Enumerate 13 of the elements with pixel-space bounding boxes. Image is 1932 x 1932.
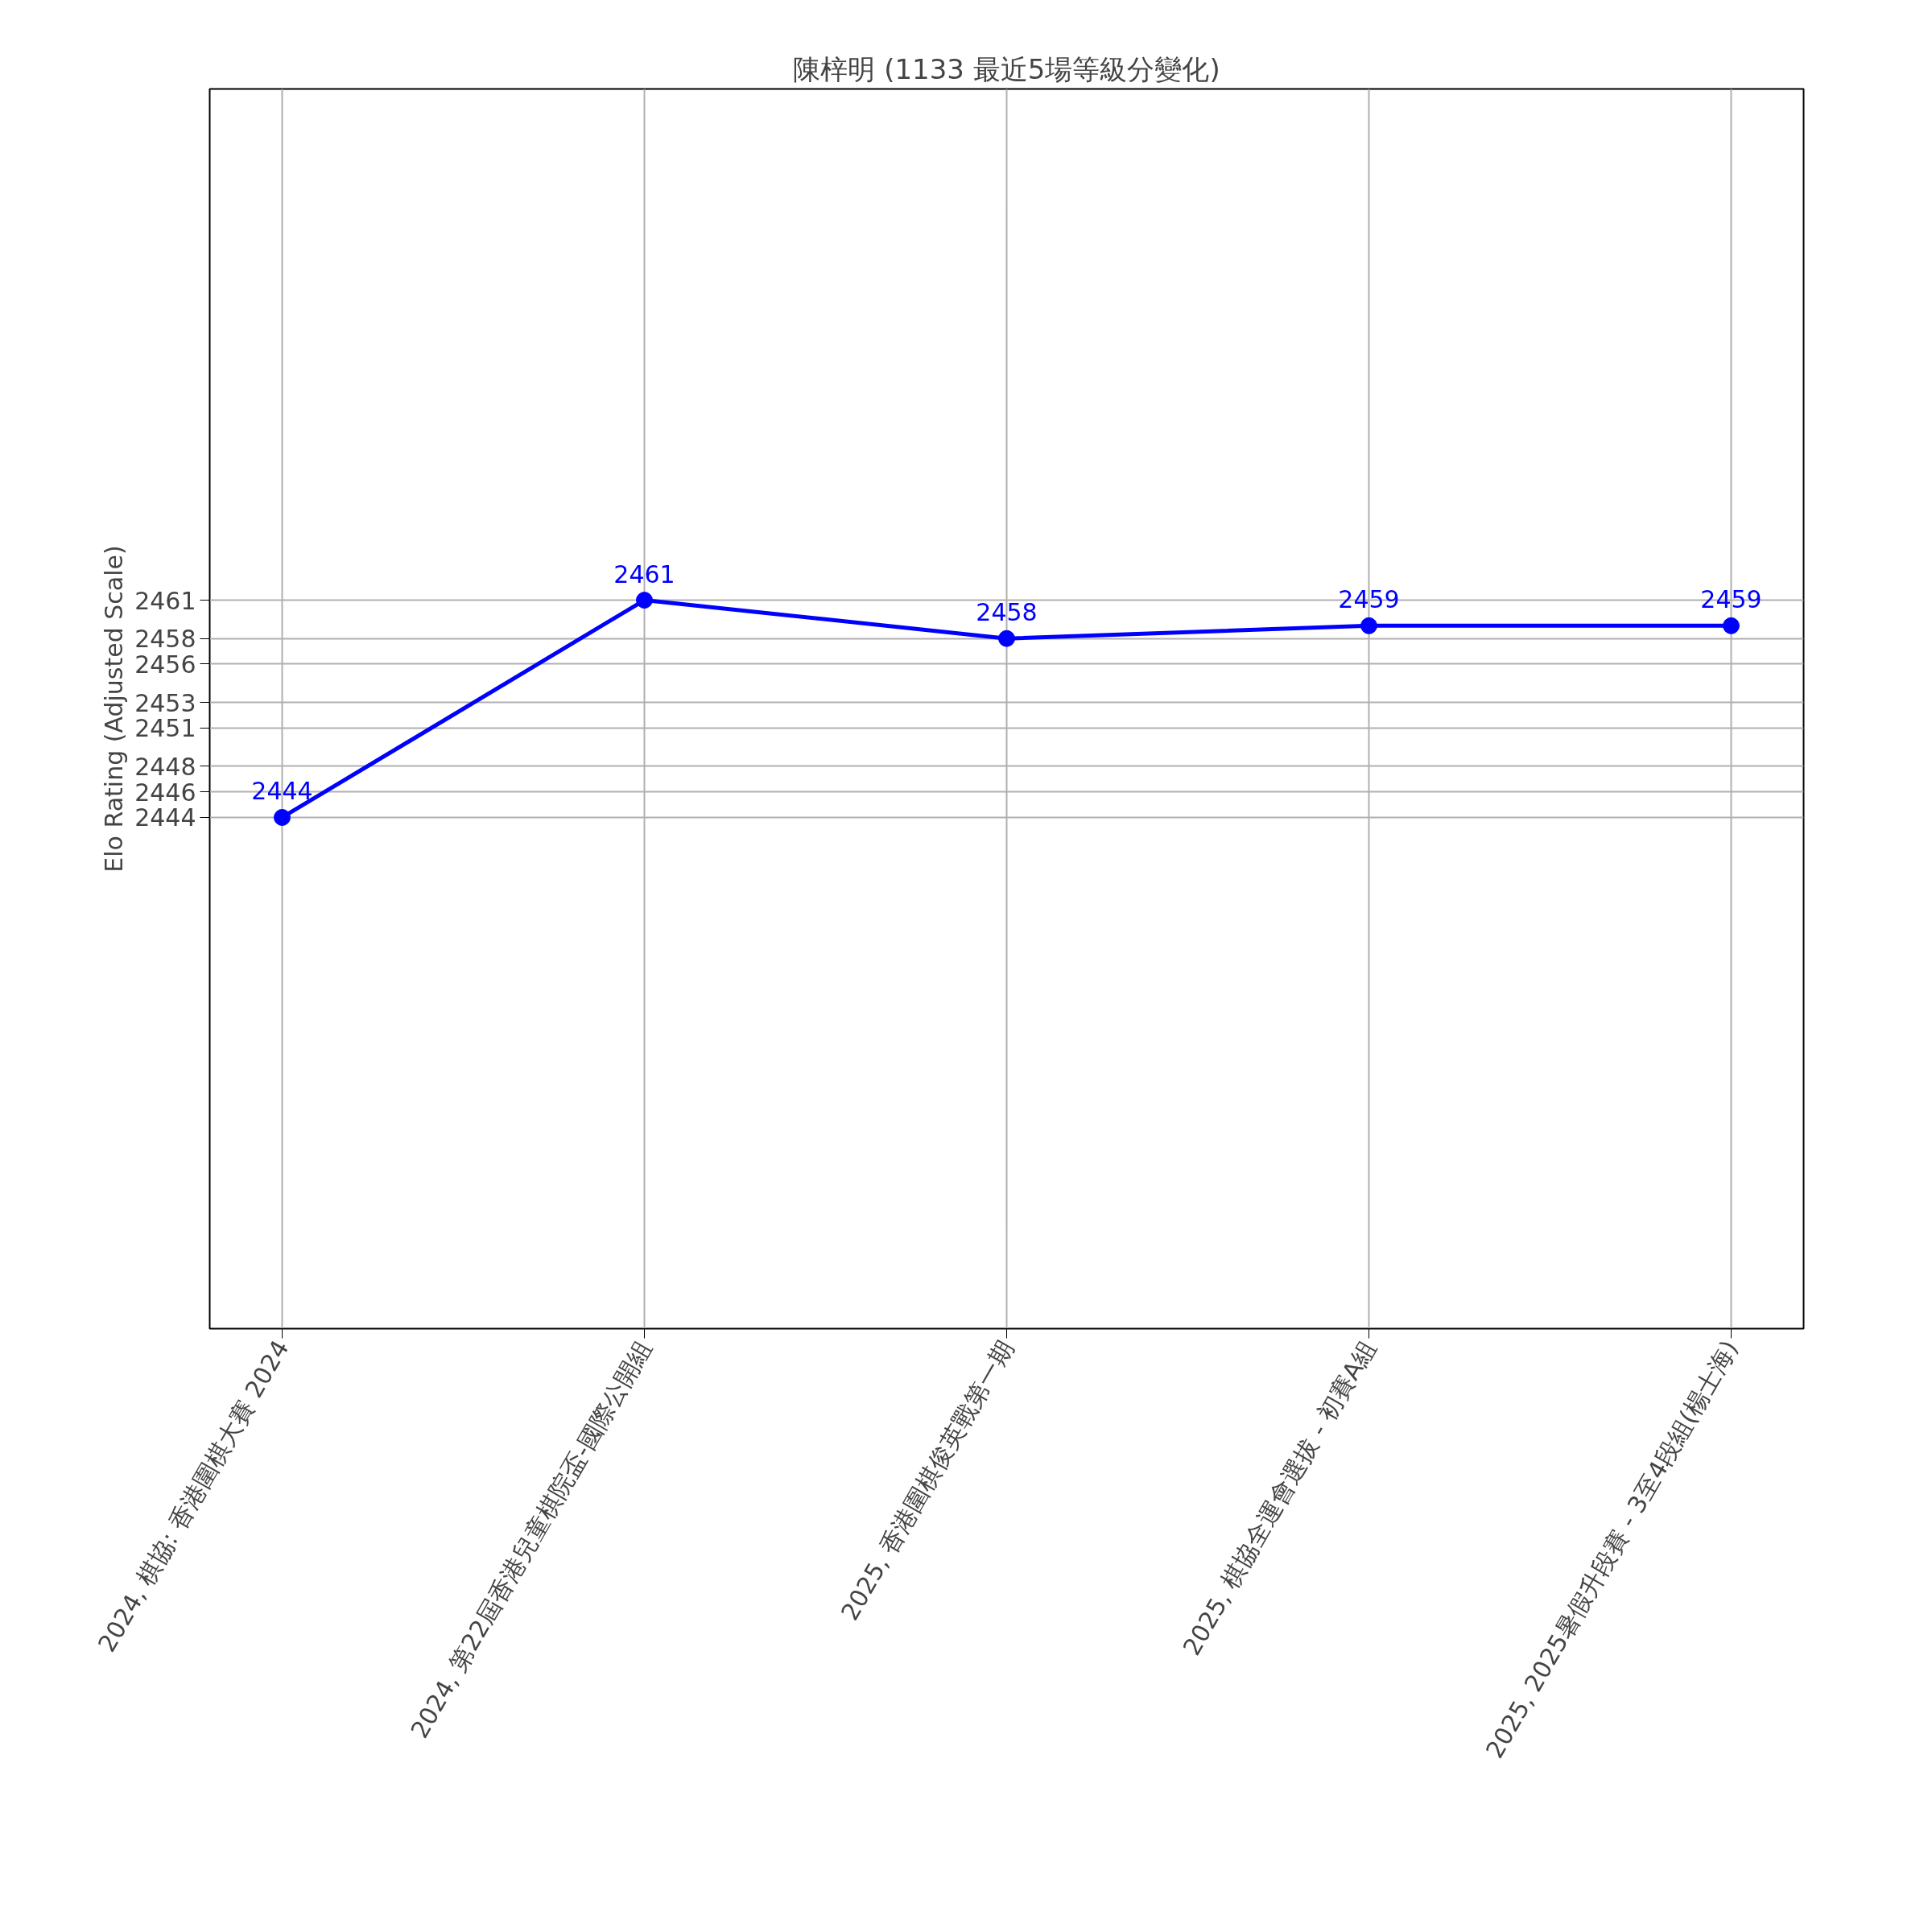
- point: [1723, 617, 1740, 634]
- data-label: 2458: [976, 598, 1038, 627]
- y-tick-label: 2461: [134, 586, 196, 615]
- data-label: 2459: [1338, 585, 1400, 614]
- point: [636, 592, 653, 609]
- data-label: 2461: [613, 559, 675, 588]
- point: [274, 808, 291, 826]
- data-label: 2444: [251, 777, 313, 806]
- chart-title: 陳梓明 (1133 最近5場等級分變化): [793, 52, 1220, 85]
- point: [998, 630, 1015, 647]
- data-label: 2459: [1700, 585, 1762, 614]
- point: [1360, 617, 1377, 634]
- y-axis-title: Elo Rating (Adjusted Scale): [100, 545, 129, 873]
